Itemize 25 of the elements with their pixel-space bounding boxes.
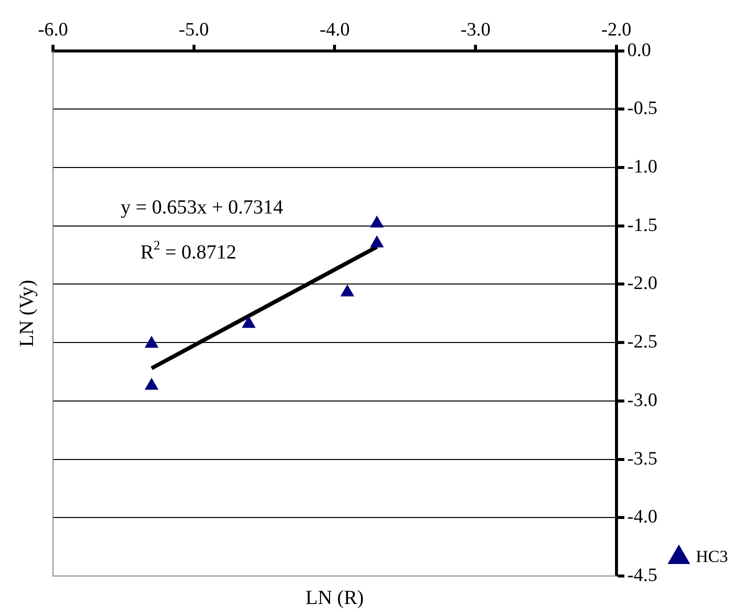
x-tick-label: -4.0	[320, 19, 350, 40]
x-tick-label: -6.0	[38, 19, 68, 40]
x-tick-label: -2.0	[601, 19, 632, 40]
x-axis-title: LN (R)	[305, 587, 364, 609]
y-tick-label: -1.0	[627, 156, 658, 178]
point	[340, 284, 354, 296]
y-tick-label: -2.0	[627, 273, 658, 294]
point	[145, 378, 158, 390]
point	[370, 216, 384, 228]
y-tick-label: -3.5	[627, 448, 658, 470]
point	[242, 316, 256, 328]
y-tick-label: -4.0	[627, 506, 658, 528]
y-tick-label: -1.5	[627, 214, 658, 236]
x-tick-label: -5.0	[178, 19, 209, 40]
y-axis-title: LN (Vy)	[16, 280, 38, 348]
y-tick-label: -2.5	[627, 332, 658, 353]
point	[370, 236, 384, 248]
y-tick-label: -3.0	[627, 390, 658, 411]
annotation: y = 0.653x + 0.7314	[120, 196, 284, 219]
point	[145, 336, 158, 348]
x-tick-label: -3.0	[460, 19, 491, 40]
y-tick-label: -0.5	[627, 98, 658, 120]
y-tick-label: 0.0	[627, 40, 652, 61]
y-tick-label: -4.5	[627, 564, 658, 586]
legend-label: HC3	[696, 546, 728, 566]
